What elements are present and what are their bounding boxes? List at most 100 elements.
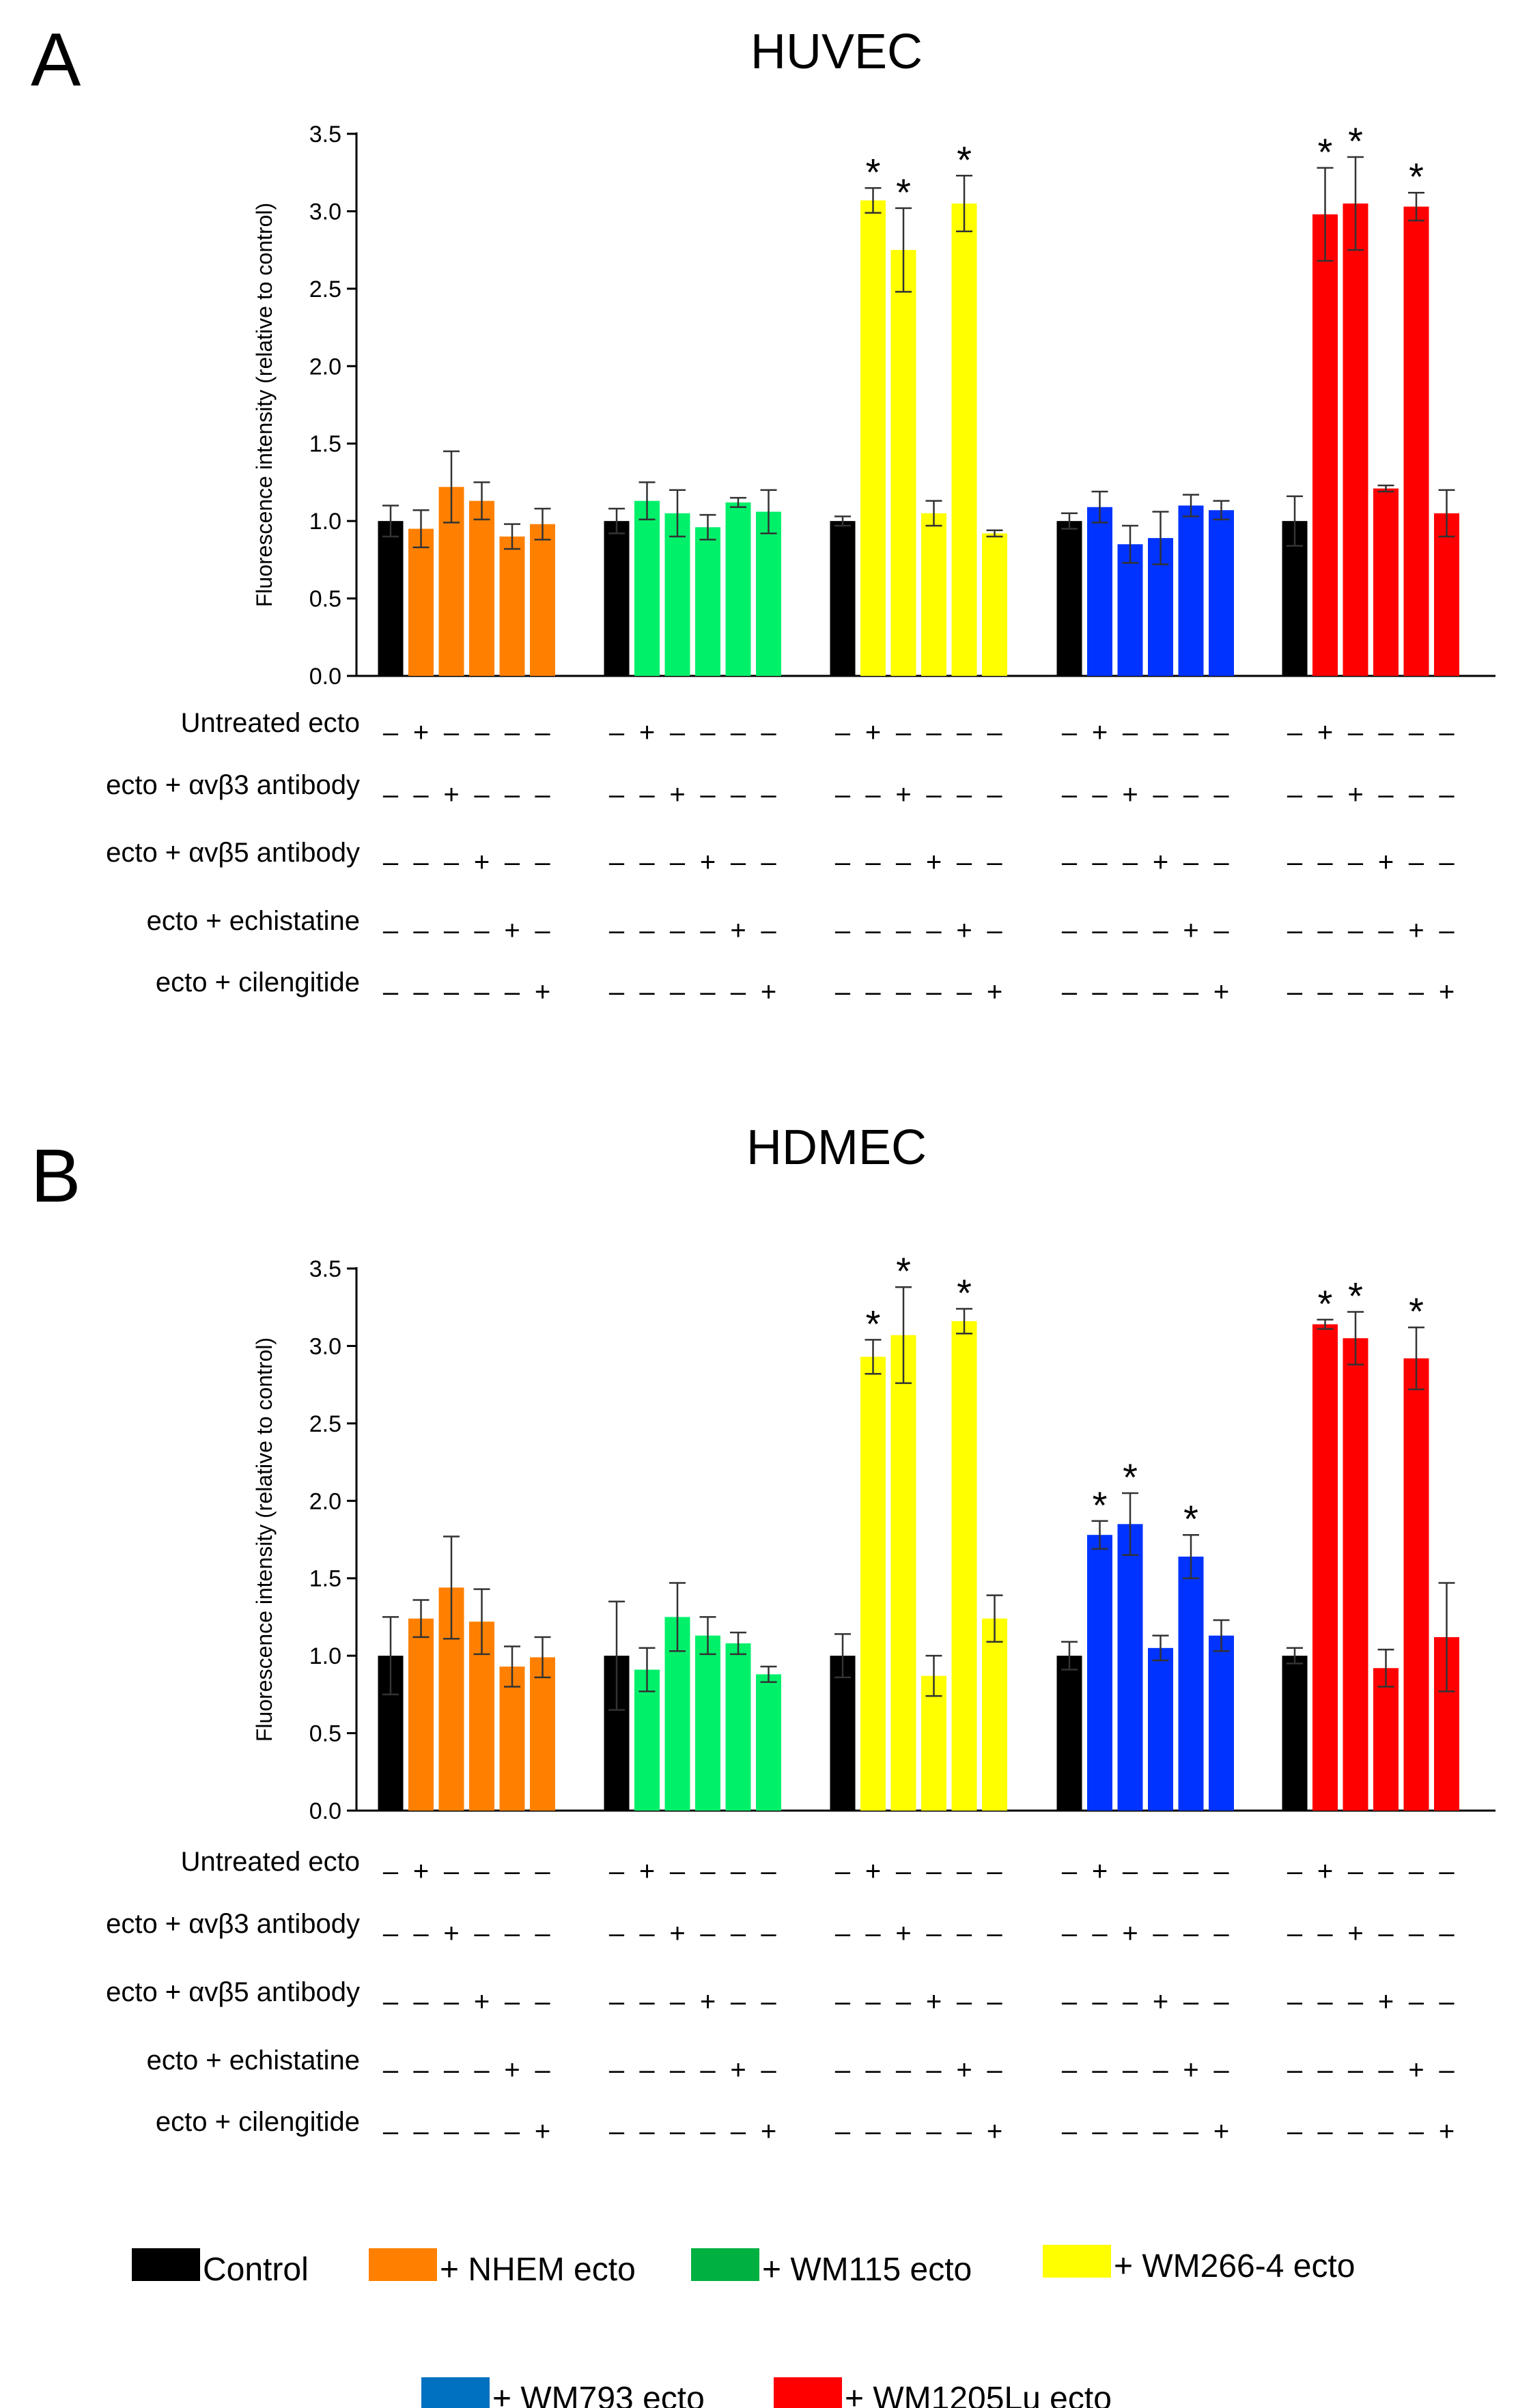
- bar: [1403, 1358, 1429, 1811]
- y-tick-label: 2.0: [309, 1488, 341, 1514]
- bar: [890, 1335, 916, 1811]
- treatment-minus-sign: –: [957, 2116, 972, 2147]
- treatment-minus-sign: –: [926, 1856, 942, 1886]
- panel-b-y-axis-label: Fluorescence intensity (relative to cont…: [252, 1337, 277, 1742]
- bar: [1312, 214, 1338, 677]
- treatment-minus-sign: –: [383, 847, 399, 877]
- significance-star: *: [1318, 1282, 1333, 1325]
- treatment-minus-sign: –: [761, 2055, 776, 2085]
- treatment-minus-sign: –: [1153, 780, 1168, 810]
- treatment-minus-sign: –: [731, 1987, 746, 2017]
- treatment-minus-sign: –: [1062, 916, 1078, 946]
- treatment-minus-sign: –: [1317, 1987, 1333, 2017]
- bar: [921, 1675, 946, 1811]
- bar: [499, 536, 525, 676]
- treatment-minus-sign: –: [1409, 780, 1424, 810]
- treatment-minus-sign: –: [413, 1918, 429, 1949]
- bar: [921, 513, 946, 676]
- treatment-minus-sign: –: [444, 916, 460, 946]
- treatment-minus-sign: –: [1092, 1987, 1108, 2017]
- treatment-plus-sign: +: [761, 977, 776, 1007]
- treatment-minus-sign: –: [1213, 847, 1229, 877]
- treatment-minus-sign: –: [896, 2116, 912, 2147]
- bar: [634, 1669, 660, 1811]
- treatment-minus-sign: –: [700, 1856, 716, 1886]
- treatment-minus-sign: –: [1378, 2116, 1394, 2147]
- treatment-minus-sign: –: [535, 780, 550, 810]
- treatment-plus-sign: +: [1439, 977, 1455, 1007]
- bar: [499, 1667, 525, 1811]
- treatment-minus-sign: –: [1213, 1987, 1229, 2017]
- treatment-minus-sign: –: [1092, 780, 1108, 810]
- treatment-minus-sign: –: [639, 1987, 655, 2017]
- treatment-minus-sign: –: [896, 1856, 912, 1886]
- treatment-minus-sign: –: [1287, 718, 1303, 748]
- treatment-minus-sign: –: [670, 977, 686, 1007]
- bar: [982, 533, 1007, 676]
- y-tick-label: 1.0: [309, 1643, 341, 1669]
- treatment-minus-sign: –: [639, 977, 655, 1007]
- significance-star: *: [1318, 130, 1333, 173]
- treatment-plus-sign: +: [1183, 916, 1198, 946]
- treatment-minus-sign: –: [761, 1987, 776, 2017]
- treatment-plus-sign: +: [413, 1856, 429, 1886]
- treatment-minus-sign: –: [1378, 1856, 1394, 1886]
- treatment-minus-sign: –: [1317, 977, 1333, 1007]
- treatment-plus-sign: +: [535, 977, 550, 1007]
- treatment-minus-sign: –: [1287, 2055, 1303, 2085]
- treatment-minus-sign: –: [1348, 916, 1364, 946]
- treatment-minus-sign: –: [1348, 1987, 1364, 2017]
- treatment-minus-sign: –: [835, 2116, 851, 2147]
- treatment-plus-sign: +: [700, 847, 716, 877]
- legend-swatch-wm1205lu: [774, 2377, 842, 2408]
- treatment-plus-sign: +: [504, 2055, 520, 2085]
- legend-swatch-wm793: [421, 2377, 490, 2408]
- treatment-minus-sign: –: [1378, 916, 1394, 946]
- treatment-minus-sign: –: [1183, 1918, 1199, 1949]
- bar: [1434, 513, 1459, 676]
- bar: [1178, 1556, 1204, 1811]
- treatment-minus-sign: –: [731, 718, 746, 748]
- treatment-minus-sign: –: [609, 718, 625, 748]
- treatment-minus-sign: –: [1183, 718, 1199, 748]
- treatment-minus-sign: –: [700, 1918, 716, 1949]
- treatment-minus-sign: –: [474, 1856, 490, 1886]
- treatment-minus-sign: –: [444, 2116, 460, 2147]
- treatment-minus-sign: –: [957, 847, 972, 877]
- treatment-minus-sign: –: [835, 847, 851, 877]
- treatment-plus-sign: +: [474, 847, 490, 877]
- legend-swatch-wm115: [691, 2248, 759, 2281]
- panel-a-letter: A: [31, 18, 81, 102]
- panel-b-row-label: ecto + cilengitide: [156, 2107, 360, 2137]
- bar: [1373, 488, 1399, 676]
- treatment-minus-sign: –: [1409, 1918, 1424, 1949]
- treatment-minus-sign: –: [957, 1918, 972, 1949]
- treatment-minus-sign: –: [865, 2055, 881, 2085]
- treatment-minus-sign: –: [505, 780, 520, 810]
- treatment-minus-sign: –: [835, 2055, 851, 2085]
- significance-star: *: [866, 150, 881, 193]
- legend-swatch-control: [132, 2248, 200, 2281]
- treatment-plus-sign: +: [504, 916, 520, 946]
- treatment-plus-sign: +: [474, 1987, 490, 2017]
- treatment-minus-sign: –: [1378, 2055, 1394, 2085]
- bar: [756, 1674, 781, 1811]
- treatment-minus-sign: –: [896, 718, 912, 748]
- bar: [408, 1618, 434, 1811]
- panel-a-row-label: ecto + αvβ3 antibody: [106, 770, 360, 800]
- legend-swatch-wm266-4: [1043, 2245, 1111, 2278]
- treatment-minus-sign: –: [987, 847, 1002, 877]
- treatment-minus-sign: –: [1287, 847, 1303, 877]
- bar: [756, 511, 781, 676]
- treatment-plus-sign: +: [1317, 1856, 1333, 1886]
- bar: [1209, 1635, 1234, 1811]
- significance-star: *: [1409, 155, 1424, 198]
- treatment-minus-sign: –: [383, 977, 399, 1007]
- treatment-minus-sign: –: [926, 2055, 942, 2085]
- treatment-minus-sign: –: [383, 780, 399, 810]
- bar: [830, 1656, 856, 1811]
- treatment-plus-sign: +: [1378, 1987, 1394, 2017]
- treatment-minus-sign: –: [1062, 718, 1078, 748]
- y-tick-label: 2.5: [309, 1411, 341, 1437]
